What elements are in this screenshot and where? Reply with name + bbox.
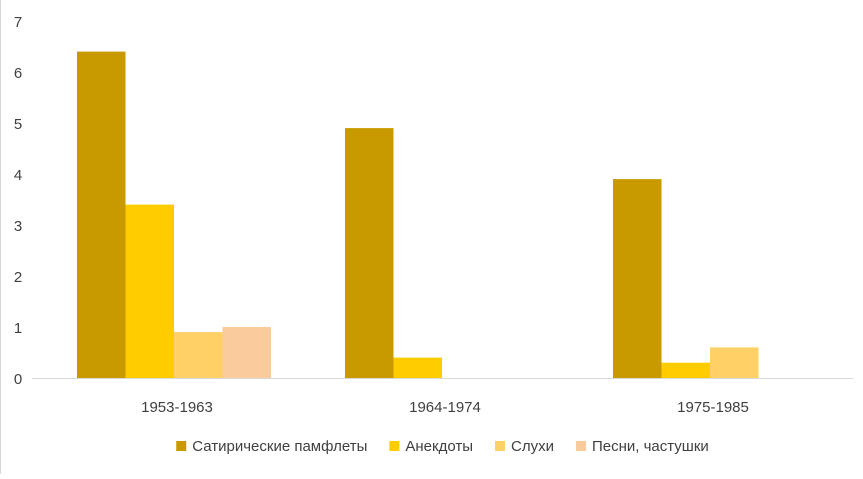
bar-2-3	[661, 362, 710, 378]
y-tick-label: 7	[14, 14, 22, 31]
legend-label: Анекдоты	[405, 438, 473, 455]
legend-item-1: Сатирические памфлеты	[176, 438, 367, 455]
legend-item-3: Слухи	[495, 438, 554, 455]
y-tick-label: 0	[14, 371, 22, 388]
y-tick-label: 4	[14, 167, 22, 184]
bar-4-1	[222, 327, 271, 378]
bar-1-1	[77, 51, 126, 378]
legend-swatch	[176, 441, 187, 451]
bar-3-1	[174, 332, 223, 378]
y-axis-tick-labels: 0 1 2 3 4 5 6 7	[14, 14, 22, 388]
bar-2-2	[393, 357, 442, 378]
y-tick-label: 1	[14, 320, 22, 337]
legend-swatch	[575, 441, 586, 451]
legend: Сатирические памфлеты Анекдоты Слухи Песни,…	[176, 438, 709, 455]
legend-item-4: Песни, частушки	[575, 438, 709, 455]
legend-label: Слухи	[511, 438, 554, 455]
legend-label: Сатирические памфлеты	[192, 438, 367, 455]
bar-1-3	[613, 179, 662, 378]
x-category-label: 1953-1963	[141, 399, 213, 416]
x-axis-category-labels: 1953-1963 1964-1974 1975-1985	[141, 399, 749, 416]
y-tick-label: 6	[14, 65, 22, 82]
bar-2-1	[125, 204, 174, 378]
legend-label: Песни, частушки	[592, 438, 709, 455]
x-category-label: 1975-1985	[677, 399, 749, 416]
y-tick-label: 3	[14, 218, 22, 235]
y-tick-label: 5	[14, 116, 22, 133]
bars-group	[77, 51, 759, 378]
legend-swatch	[389, 441, 400, 451]
legend-item-2: Анекдоты	[389, 438, 473, 455]
bar-3-3	[710, 347, 759, 378]
legend-swatch	[495, 441, 505, 451]
x-category-label: 1964-1974	[409, 399, 481, 416]
y-tick-label: 2	[14, 269, 22, 286]
bar-1-2	[345, 128, 394, 378]
